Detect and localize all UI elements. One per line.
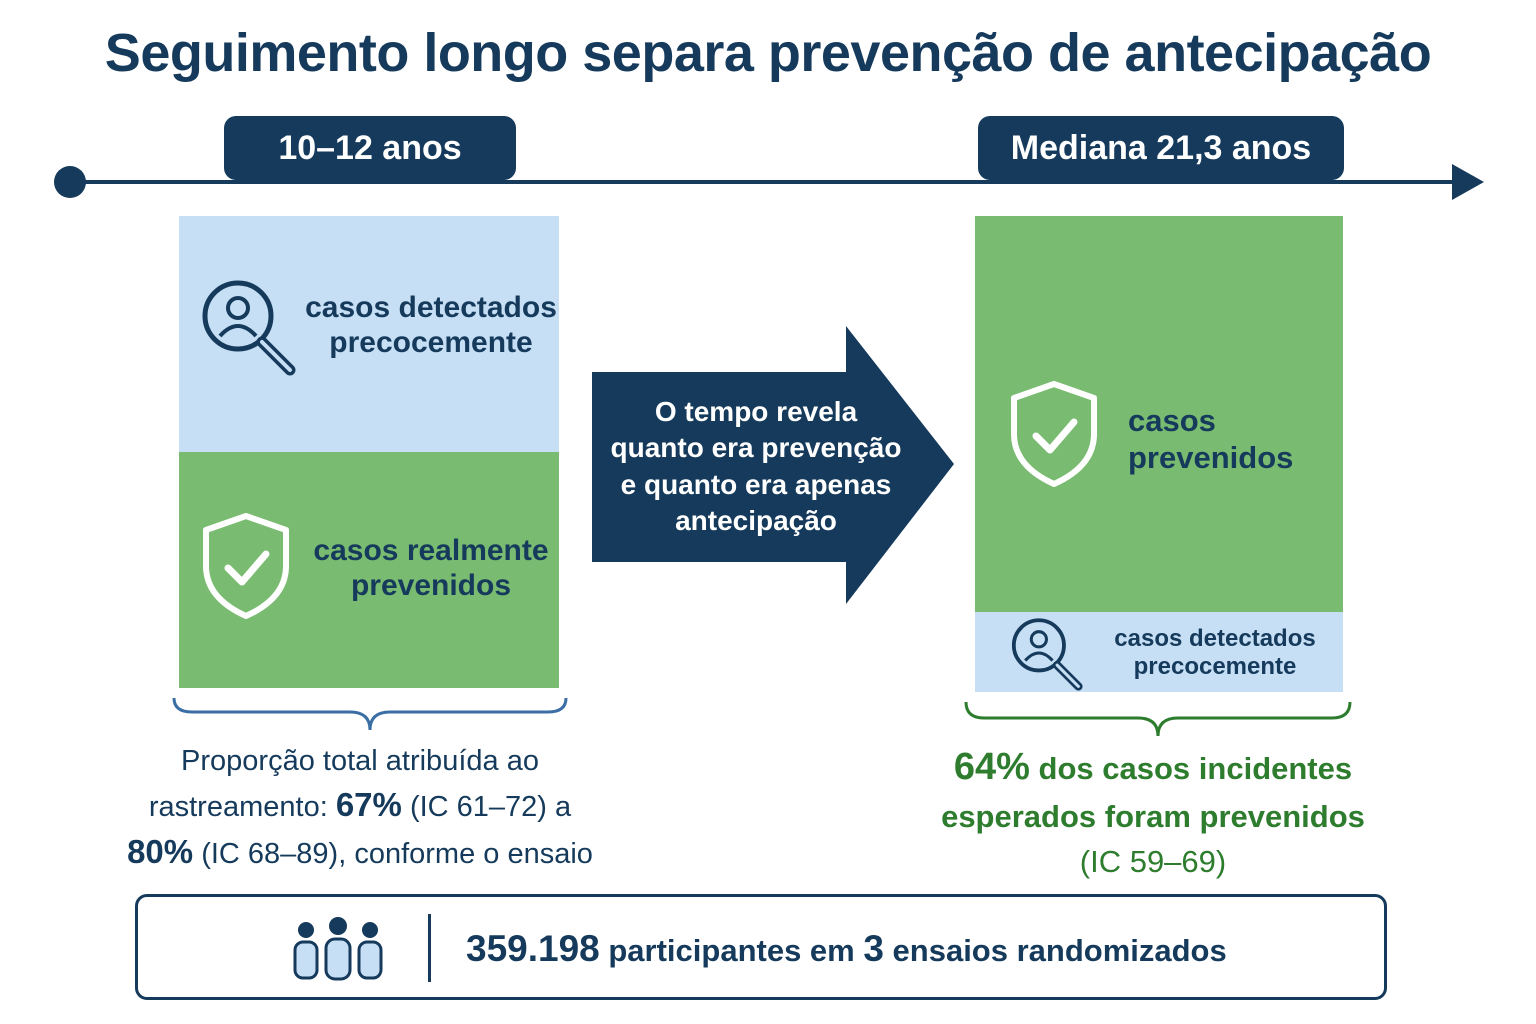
middle-arrow-text: O tempo revela quanto era prevenção e qu… — [600, 394, 912, 540]
shield-check-icon — [1011, 381, 1097, 487]
left-detected-line2: precocemente — [329, 326, 533, 360]
left-caption: Proporção total atribuída ao rastreament… — [100, 741, 620, 876]
summary-divider — [428, 914, 431, 982]
left-prevented-line1: casos realmente — [313, 534, 549, 567]
timeline-arrowhead — [1452, 164, 1484, 200]
people-group-icon — [293, 917, 383, 981]
left-caption-value1: 67% — [335, 786, 402, 824]
left-caption-value2: 80% — [127, 833, 194, 871]
left-prevented-label: casos realmente prevenidos — [304, 533, 558, 604]
right-caption-ci: (IC 59–69) — [1079, 844, 1227, 880]
left-panel-detected — [179, 216, 559, 452]
shield-check-icon — [203, 513, 289, 619]
left-detected-label: casos detectados precocemente — [304, 290, 558, 361]
page-title: Seguimento longo separa prevenção de ant… — [104, 23, 1432, 83]
left-caption-line3: 80% (IC 68–89), conforme o ensaio — [127, 833, 593, 871]
arrow-text-line3: e quanto era apenas — [620, 468, 892, 500]
participants-count: 359.198 — [466, 928, 600, 969]
magnifier-person-icon — [202, 280, 296, 376]
right-detected-line2: precocemente — [1133, 653, 1297, 681]
middle-arrow — [592, 326, 954, 604]
timeline-axis — [54, 164, 1484, 200]
timeline-label-right: Mediana 21,3 anos — [978, 116, 1344, 180]
trials-count: 3 — [863, 928, 884, 969]
arrow-text-line2: quanto era prevenção — [610, 432, 902, 464]
left-detected-line1: casos detectados — [305, 291, 557, 324]
right-caption-value: 64% — [953, 746, 1030, 788]
left-caption-line2: rastreamento: 67% (IC 61–72) a — [148, 786, 572, 824]
right-prevented-line2: prevenidos — [1128, 439, 1294, 475]
right-caption-line2: esperados foram prevenidos — [941, 799, 1365, 835]
right-prevented-label: casos prevenidos — [1128, 403, 1328, 476]
timeline-start-dot — [54, 166, 86, 198]
left-brace — [172, 697, 568, 731]
left-panel-prevented — [179, 452, 559, 688]
right-caption-line1: 64% dos casos incidentes — [953, 746, 1353, 788]
left-prevented-line2: prevenidos — [350, 569, 512, 603]
right-detected-label: casos detectados precocemente — [1092, 625, 1338, 682]
participants-summary-text: 359.198 participantes em 3 ensaios rando… — [466, 928, 1227, 969]
left-caption-line1: Proporção total atribuída ao — [181, 745, 539, 777]
right-detected-line1: casos detectados — [1114, 625, 1316, 652]
arrow-text-line4: antecipação — [675, 505, 837, 537]
right-caption: 64% dos casos incidentes esperados foram… — [900, 740, 1406, 885]
right-brace — [964, 701, 1352, 737]
right-prevented-line1: casos — [1128, 403, 1216, 438]
timeline-label-left: 10–12 anos — [224, 116, 516, 180]
arrow-text-line1: O tempo revela — [654, 396, 858, 427]
magnifier-person-icon — [1011, 618, 1083, 691]
participants-summary-box — [135, 894, 1387, 1000]
right-panel-prevented — [975, 216, 1343, 612]
